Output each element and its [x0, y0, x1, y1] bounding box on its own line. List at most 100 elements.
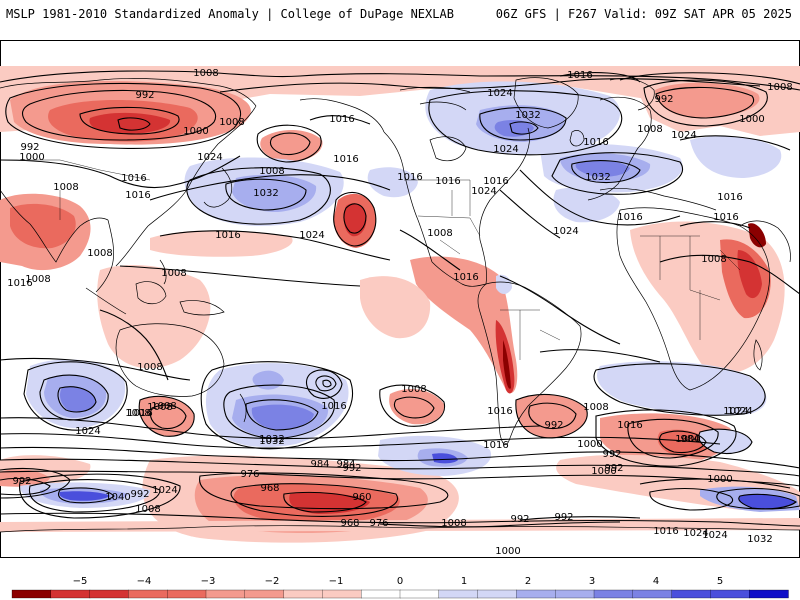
- isobar-1024-europe: [551, 152, 684, 195]
- colorbar-swatch: [244, 589, 285, 599]
- pos-anomaly-ural-core: [575, 160, 630, 177]
- isobar-1016-south-west: [19, 473, 181, 519]
- coast-madagascar: [753, 339, 763, 371]
- neg-anomaly-top-band: [0, 66, 800, 132]
- coast-north-america-west: [383, 131, 433, 263]
- contour-label: 992: [604, 463, 623, 474]
- isobar-1016-central-pac-low: [333, 191, 377, 247]
- isobar-960-south-band: [283, 491, 367, 513]
- isobar-1032-atlantic: [479, 107, 567, 141]
- contour-label: 1024: [197, 152, 222, 163]
- isobar-1032-spac-west: [57, 386, 97, 413]
- contour-label: 992: [510, 514, 529, 525]
- isobar-984-siberia: [79, 106, 180, 135]
- isobar-984-s-indian: [659, 430, 707, 454]
- contour-label: 1024: [683, 528, 708, 539]
- contour-label: 1032: [515, 110, 540, 121]
- colorbar-swatch: [11, 589, 52, 599]
- contour-label: 1016: [483, 440, 508, 451]
- isobar-1008-north: [0, 70, 800, 91]
- contour-label: 1016: [617, 212, 642, 223]
- coast-antarctica: [0, 525, 800, 533]
- isobar-992-siberia: [21, 89, 217, 141]
- contour-label: 1008: [637, 124, 662, 135]
- isobar-1000-alaska-low: [269, 132, 311, 156]
- coast-europe: [587, 96, 652, 201]
- isobar-1008-africa: [659, 254, 800, 295]
- isobar-1016-alaska: [309, 115, 371, 125]
- isobar-1024-npac: [186, 167, 331, 225]
- isobar-1024-atlantic: [428, 90, 623, 156]
- contour-label: 976: [240, 469, 259, 480]
- contour-label: 1008: [701, 254, 726, 265]
- colorbar-swatch: [438, 589, 479, 599]
- contour-label: 976: [369, 518, 388, 529]
- colorbar-swatches: [11, 589, 789, 599]
- map-title: MSLP 1981-2010 Standardized Anomaly | Co…: [6, 7, 454, 21]
- coast-sumatra: [85, 287, 127, 315]
- isobar-992-s-indian: [627, 418, 719, 459]
- contour-label: 1008: [583, 402, 608, 413]
- contour-label: 992: [544, 420, 563, 431]
- contour-label: 1016: [127, 408, 152, 419]
- contour-label: 1016: [121, 173, 146, 184]
- neg-anomaly-pacific-sa: [360, 276, 431, 339]
- pos-anomaly-drake-east-core: [432, 453, 458, 464]
- contour-label: 1024: [727, 406, 752, 417]
- isobar-1032-npac: [225, 178, 307, 211]
- contour-label: 1016: [713, 212, 738, 223]
- contour-label: 1008: [135, 504, 160, 515]
- contour-label: 1016: [653, 526, 678, 537]
- contour-label: 1024: [493, 144, 518, 155]
- pos-anomaly-scandinavia-core: [494, 120, 534, 137]
- colorbar-swatch: [50, 589, 91, 599]
- isobar-976-south-band: [199, 472, 449, 510]
- coast-se-asia: [95, 219, 114, 293]
- isobar-1016-s-atlantic: [515, 393, 588, 439]
- pos-anomaly-south-indian-east: [597, 361, 767, 416]
- isobar-1040-atlantic: [509, 121, 539, 135]
- contour-label: 1008: [25, 274, 50, 285]
- contour-label: 1016: [7, 278, 32, 289]
- isobar-1016-s-atlantic-east: [539, 349, 661, 363]
- colorbar-swatch: [205, 589, 246, 599]
- neg-anomaly-central-pacific-core: [344, 203, 367, 237]
- contour-label: 984: [336, 459, 355, 470]
- colorbar-swatch: [555, 589, 595, 599]
- isobar-1032-spac-central: [245, 399, 319, 431]
- isobar-1024-s-indian: [698, 428, 753, 455]
- contour-label: 1032: [259, 434, 284, 445]
- isobar-1008-central-pac-low: [343, 203, 367, 234]
- contour-label: 992: [554, 512, 573, 523]
- borders-africa: [640, 235, 741, 340]
- borders-north-america: [404, 179, 481, 255]
- contour-label: 1008: [427, 228, 452, 239]
- colorbar-swatch: [710, 589, 750, 599]
- isobar-1016-npac: [149, 174, 391, 201]
- isobar-1016-npac-south: [159, 230, 391, 261]
- contour-label: 1016: [617, 420, 642, 431]
- contour-label: 1032: [747, 534, 772, 545]
- colorbar-swatch: [477, 589, 518, 599]
- model-valid-time: 06Z GFS | F267 Valid: 09Z SAT APR 05 202…: [495, 7, 792, 21]
- coast-new-guinea: [179, 300, 225, 316]
- contour-label: 1024: [152, 485, 177, 496]
- contour-label: 1008: [87, 248, 112, 259]
- contour-label: 1016: [453, 272, 478, 283]
- contour-label: 1008: [193, 68, 218, 79]
- isobar-1032-europe: [571, 160, 641, 184]
- colorbar-swatch: [167, 589, 207, 599]
- contour-label: 992: [602, 449, 621, 460]
- neg-anomaly-maritime: [97, 265, 211, 369]
- contour-label: 992: [130, 489, 149, 500]
- colorbar-tick-label: 3: [589, 576, 595, 587]
- coast-australia: [115, 323, 225, 397]
- isobar-984-south-west: [0, 477, 51, 496]
- neg-anomaly-south-america: [410, 256, 518, 394]
- coast-siberia: [0, 78, 257, 107]
- contour-label: 1008: [259, 166, 284, 177]
- contour-label: 1016: [215, 230, 240, 241]
- isobar-968-south-band: [230, 483, 399, 517]
- contour-label: 1016: [125, 190, 150, 201]
